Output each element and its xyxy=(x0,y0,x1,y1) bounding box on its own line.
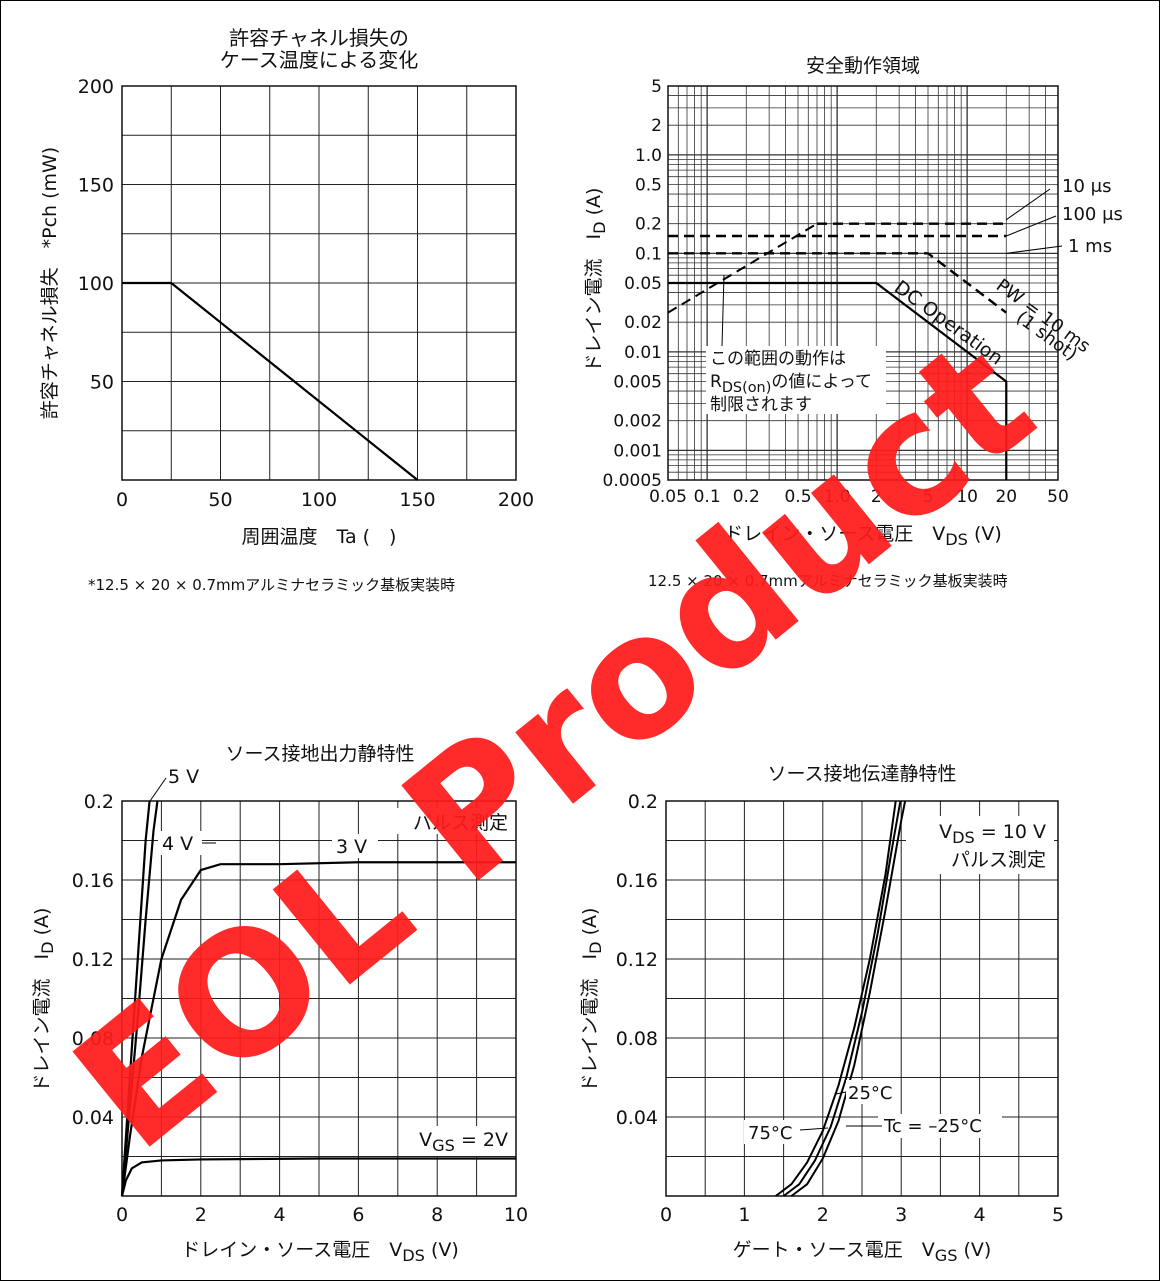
x-tick-label: 3 xyxy=(895,1204,907,1226)
y-tick-label: 0.12 xyxy=(616,949,658,971)
y-tick-label: 0.04 xyxy=(616,1107,658,1129)
y-tick-label: 0.16 xyxy=(616,870,658,892)
chart-title: ソース接地伝達静特性 xyxy=(767,763,956,785)
y-axis-label: ドレイン電流 ID (A) xyxy=(579,908,605,1093)
label-25c: 25°C xyxy=(848,1083,892,1104)
label-75c: 75°C xyxy=(748,1123,792,1144)
x-tick-label: 5 xyxy=(1052,1204,1064,1226)
y-tick-label: 0.08 xyxy=(616,1028,658,1050)
x-tick-label: 0 xyxy=(660,1204,672,1226)
x-tick-label: 4 xyxy=(974,1204,986,1226)
x-tick-label: 2 xyxy=(817,1204,829,1226)
x-tick-label: 1 xyxy=(738,1204,750,1226)
x-axis-label: ゲート・ソース電圧 VGS (V) xyxy=(733,1239,992,1265)
label-tc: Tc = –25°C xyxy=(883,1116,982,1137)
label-pulse: パルス測定 xyxy=(951,849,1046,871)
y-tick-label: 0.2 xyxy=(628,791,658,813)
